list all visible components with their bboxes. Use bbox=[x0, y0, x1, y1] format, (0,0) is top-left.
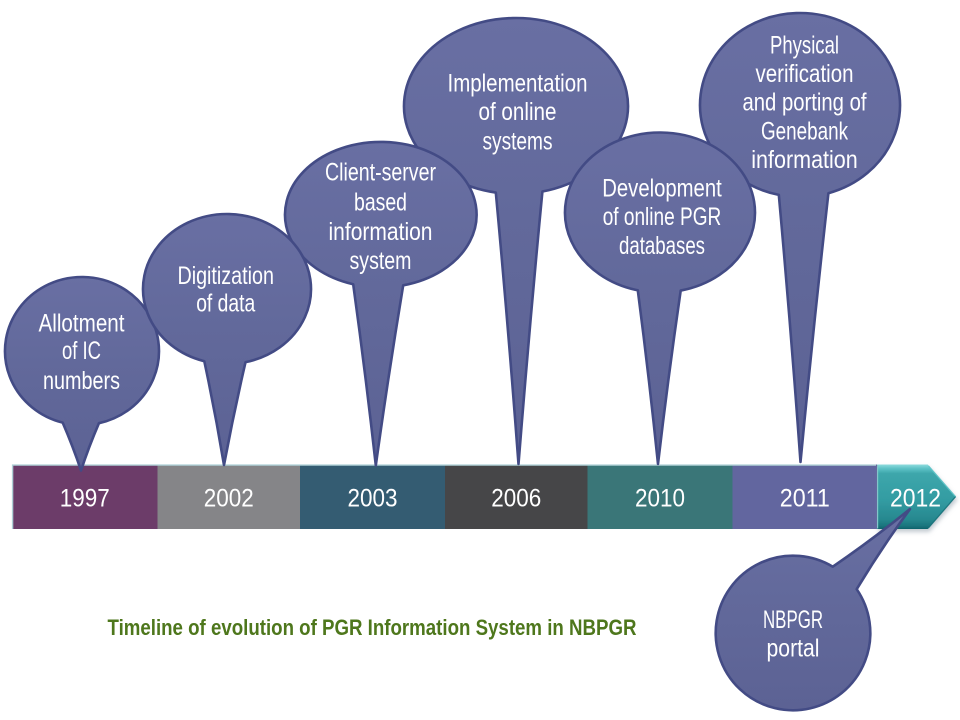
svg-text:based: based bbox=[354, 188, 407, 216]
svg-text:Digitization: Digitization bbox=[177, 262, 274, 290]
svg-text:and porting of: and porting of bbox=[743, 89, 867, 117]
svg-text:portal: portal bbox=[767, 635, 820, 663]
svg-text:information: information bbox=[751, 146, 858, 174]
svg-text:databases: databases bbox=[619, 232, 705, 260]
svg-text:Client-server: Client-server bbox=[325, 159, 436, 187]
svg-text:2002: 2002 bbox=[204, 485, 254, 513]
svg-text:Genebank: Genebank bbox=[761, 117, 848, 145]
svg-text:2006: 2006 bbox=[491, 485, 541, 513]
svg-text:Physical: Physical bbox=[770, 32, 839, 60]
svg-text:2011: 2011 bbox=[780, 485, 830, 513]
svg-text:of IC: of IC bbox=[62, 337, 101, 365]
svg-text:2010: 2010 bbox=[635, 485, 685, 513]
svg-text:1997: 1997 bbox=[60, 485, 110, 513]
svg-text:NBPGR: NBPGR bbox=[763, 606, 823, 634]
svg-text:2012: 2012 bbox=[890, 485, 941, 513]
svg-text:2003: 2003 bbox=[348, 485, 398, 513]
svg-text:numbers: numbers bbox=[43, 367, 120, 395]
svg-text:of online: of online bbox=[479, 98, 557, 126]
svg-text:of online PGR: of online PGR bbox=[603, 203, 722, 231]
svg-text:Implementation: Implementation bbox=[448, 70, 588, 98]
svg-text:Development: Development bbox=[602, 175, 722, 203]
svg-text:system: system bbox=[350, 247, 412, 275]
svg-text:of data: of data bbox=[196, 290, 255, 318]
svg-text:Timeline of evolution of PGR I: Timeline of evolution of PGR Information… bbox=[108, 615, 637, 640]
svg-text:information: information bbox=[329, 218, 433, 246]
svg-text:systems: systems bbox=[483, 128, 553, 156]
svg-text:verification: verification bbox=[756, 60, 854, 88]
svg-text:Allotment: Allotment bbox=[39, 310, 125, 338]
